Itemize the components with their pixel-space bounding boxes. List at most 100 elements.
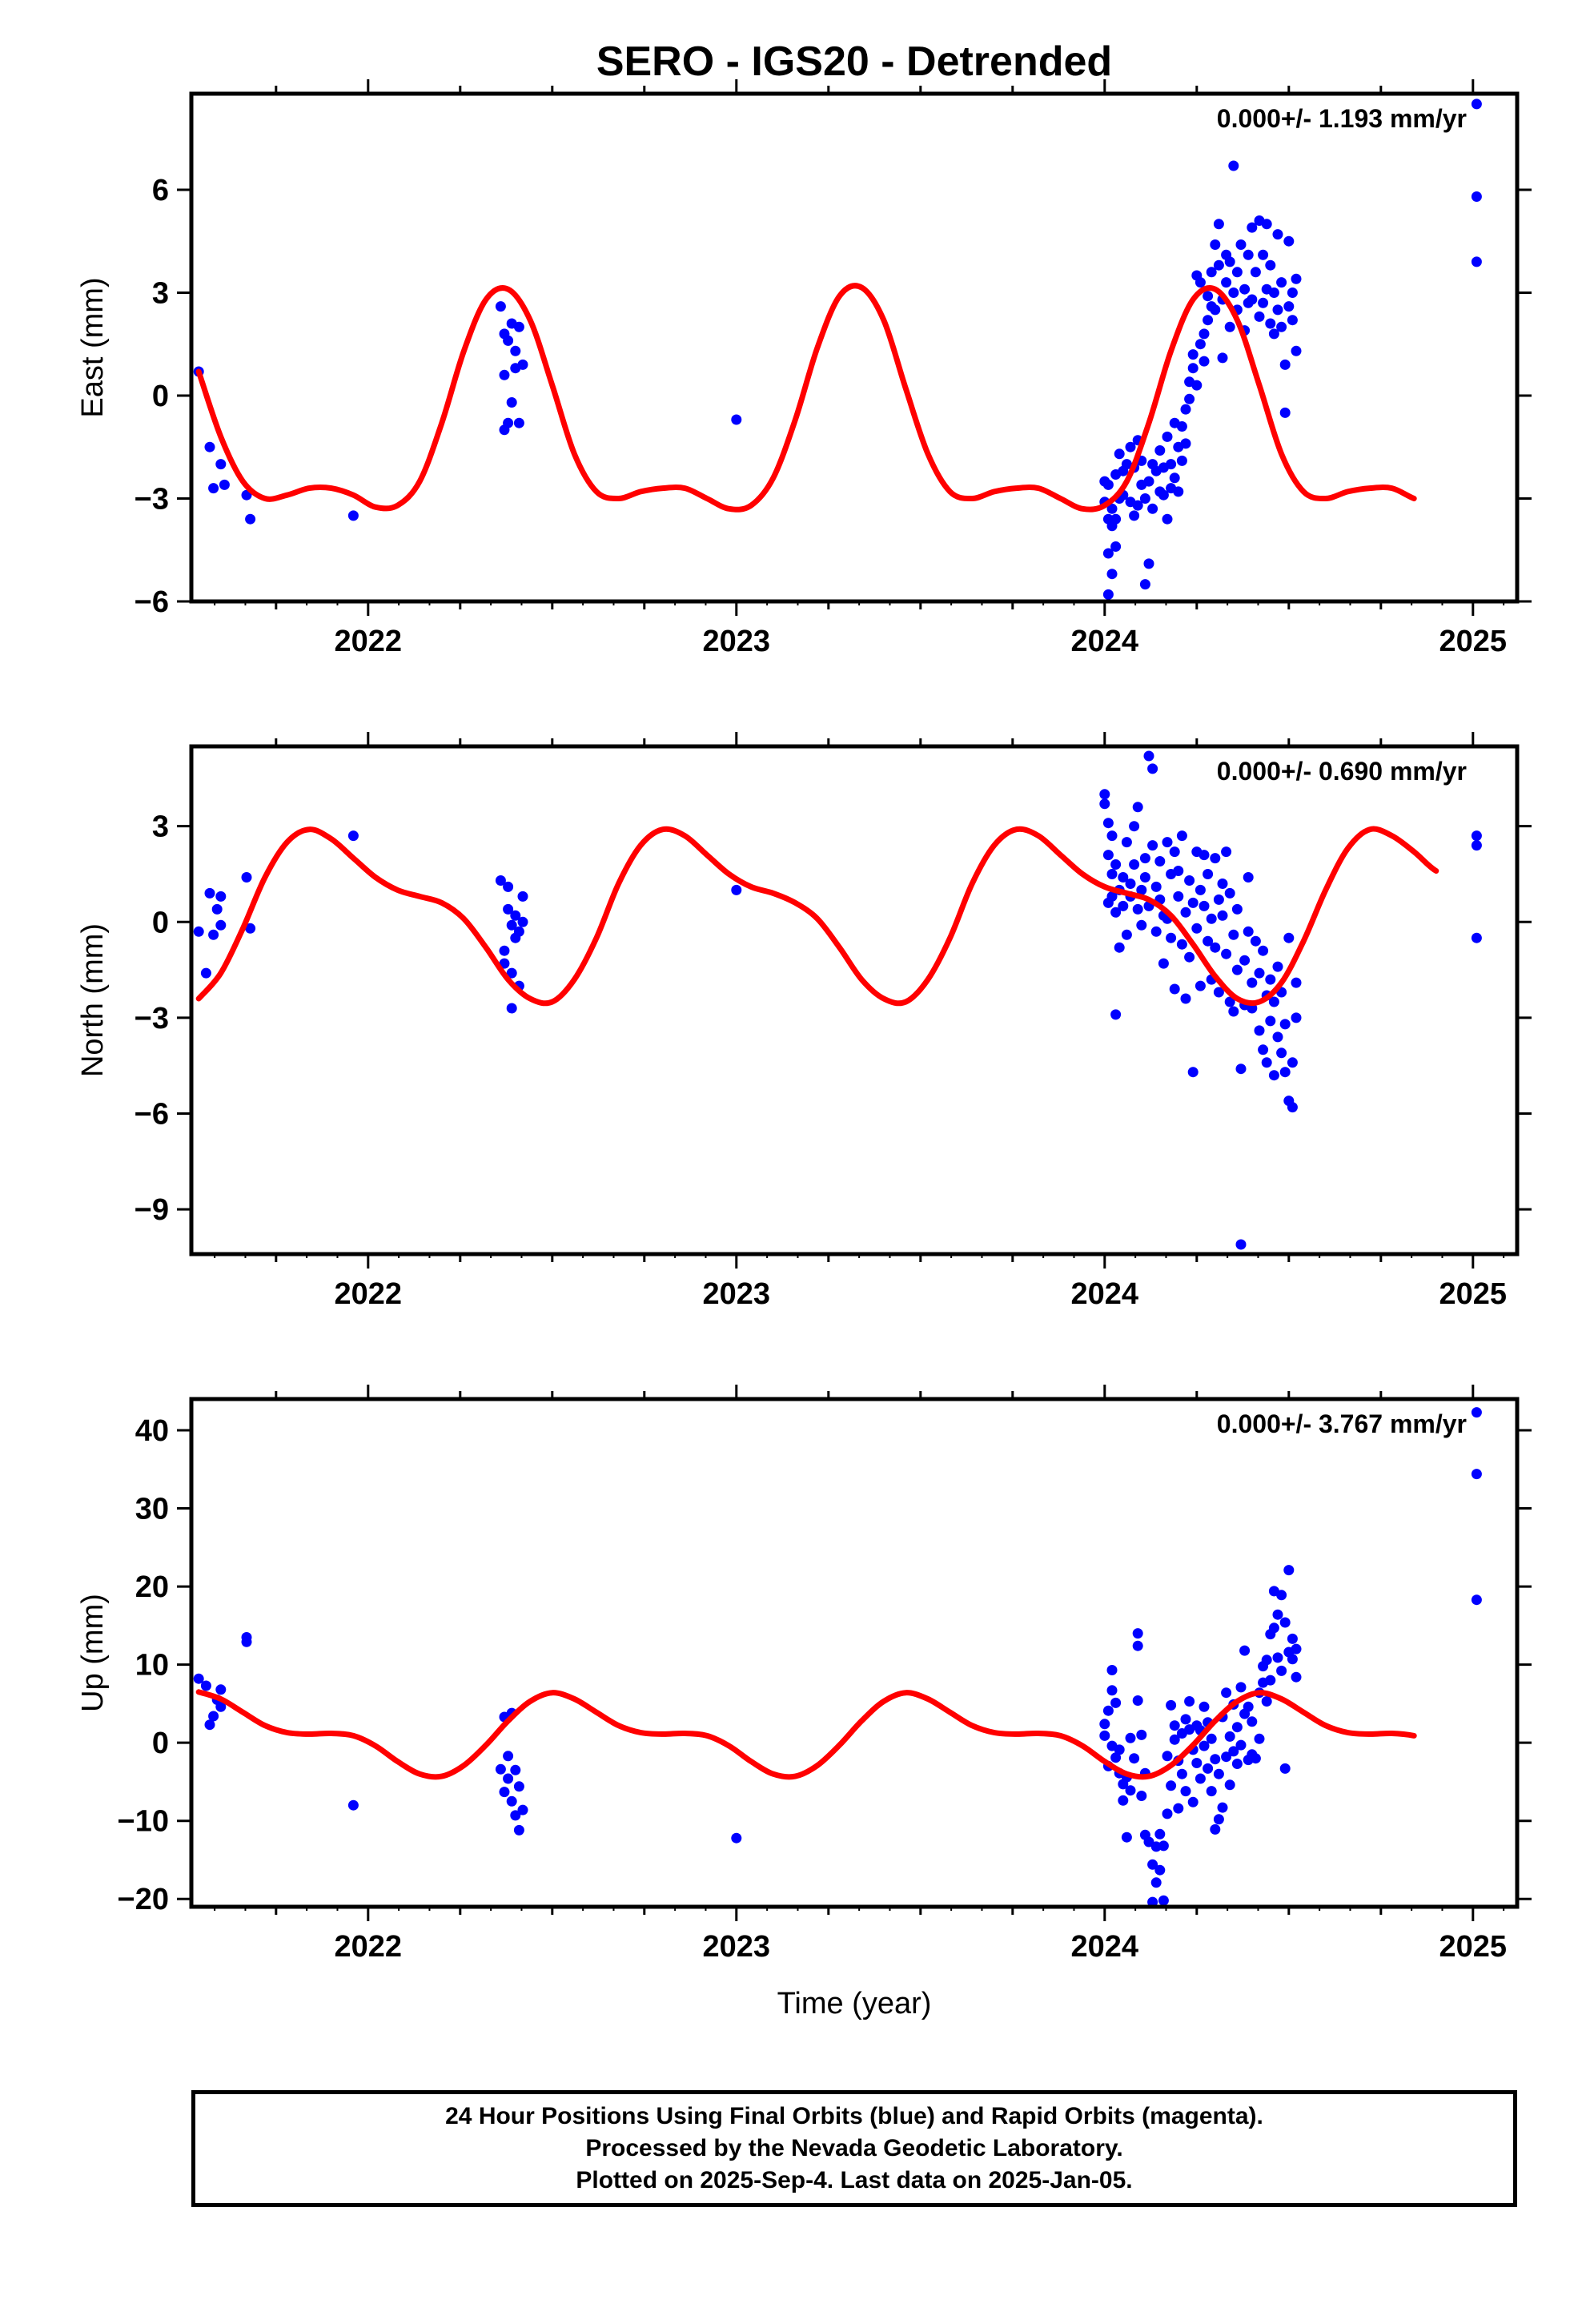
- data-point-east-122: [1283, 235, 1295, 247]
- y-tick-label-east: 3: [152, 276, 169, 310]
- data-point-up-64: [1173, 1803, 1184, 1814]
- y-tick-label-up: 30: [135, 1493, 169, 1526]
- data-point-east-119: [1276, 321, 1287, 332]
- data-point-north-61: [1158, 958, 1169, 969]
- y-tick-label-east: 0: [152, 380, 169, 413]
- data-point-up-23: [1099, 1719, 1110, 1730]
- data-point-north-33: [1110, 859, 1122, 870]
- data-point-north-28: [1102, 850, 1114, 861]
- data-point-north-1: [200, 967, 211, 979]
- data-point-north-75: [1184, 951, 1195, 963]
- data-point-up-83: [1210, 1754, 1221, 1765]
- data-point-north-127: [1283, 932, 1295, 943]
- data-point-up-40: [1129, 1753, 1140, 1764]
- data-point-north-102: [1235, 1063, 1247, 1075]
- data-point-north-10: [495, 875, 506, 886]
- data-point-north-80: [1195, 884, 1206, 895]
- data-point-north-47: [1132, 802, 1143, 813]
- data-point-north-41: [1121, 929, 1132, 940]
- y-tick-label-east: −3: [135, 482, 169, 516]
- data-point-north-59: [1154, 856, 1166, 866]
- data-point-up-49: [1147, 1859, 1158, 1870]
- y-tick-label-north: −6: [135, 1098, 169, 1132]
- plot-area-up: [193, 1407, 1482, 1907]
- data-point-up-69: [1184, 1696, 1195, 1707]
- data-point-east-33: [1110, 541, 1122, 552]
- data-point-north-111: [1254, 1025, 1265, 1036]
- data-point-east-16: [510, 345, 521, 356]
- data-point-east-74: [1191, 380, 1203, 391]
- data-point-north-122: [1272, 961, 1283, 972]
- data-point-east-115: [1268, 328, 1279, 340]
- data-point-north-32: [1106, 830, 1118, 842]
- data-point-up-91: [1224, 1731, 1235, 1742]
- data-point-up-81: [1206, 1786, 1217, 1797]
- data-point-east-105: [1250, 267, 1261, 278]
- data-point-up-77: [1199, 1701, 1210, 1712]
- data-point-north-103: [1235, 1239, 1247, 1250]
- data-point-up-44: [1136, 1729, 1147, 1740]
- rate-label-east: 0.000+/- 1.193 mm/yr: [1217, 104, 1467, 133]
- data-point-east-117: [1272, 304, 1283, 316]
- data-point-north-79: [1191, 923, 1203, 934]
- data-point-east-83: [1206, 267, 1217, 278]
- data-point-east-98: [1235, 239, 1247, 250]
- model-curve-up: [195, 1689, 1417, 1780]
- data-point-up-116: [1272, 1609, 1283, 1620]
- y-tick-label-east: 6: [152, 174, 169, 207]
- data-point-east-4: [219, 479, 230, 490]
- data-point-up-85: [1213, 1814, 1224, 1825]
- data-point-up-3: [208, 1711, 219, 1722]
- x-tick-label-north: 2023: [703, 1277, 771, 1311]
- data-point-up-94: [1228, 1746, 1239, 1757]
- data-point-up-37: [1121, 1831, 1132, 1843]
- data-point-east-84: [1210, 304, 1221, 316]
- y-tick-label-east: −6: [135, 585, 169, 619]
- data-point-north-68: [1173, 891, 1184, 902]
- data-point-north-70: [1176, 939, 1187, 950]
- data-point-east-113: [1265, 259, 1276, 271]
- data-point-east-128: [1471, 99, 1482, 110]
- data-point-up-110: [1261, 1655, 1272, 1666]
- data-point-east-10: [499, 369, 510, 380]
- data-point-up-118: [1276, 1590, 1287, 1601]
- data-point-north-66: [1169, 846, 1180, 858]
- data-point-north-133: [1471, 830, 1482, 842]
- data-point-north-7: [241, 872, 252, 883]
- data-point-up-97: [1235, 1739, 1247, 1751]
- data-point-east-61: [1166, 459, 1177, 470]
- data-point-up-75: [1195, 1773, 1206, 1784]
- data-point-east-65: [1173, 486, 1184, 497]
- data-point-up-30: [1110, 1697, 1122, 1708]
- data-point-up-122: [1283, 1565, 1295, 1576]
- data-point-north-57: [1150, 881, 1162, 892]
- data-point-north-73: [1180, 993, 1191, 1004]
- y-tick-label-up: −20: [118, 1883, 169, 1916]
- data-point-east-96: [1231, 267, 1243, 278]
- data-point-up-43: [1132, 1640, 1143, 1651]
- data-point-east-59: [1162, 431, 1173, 442]
- data-point-up-39: [1125, 1732, 1136, 1743]
- data-point-up-95: [1231, 1722, 1243, 1733]
- data-point-north-55: [1147, 840, 1158, 851]
- data-point-east-2: [208, 483, 219, 494]
- data-point-east-47: [1139, 493, 1150, 504]
- data-point-north-56: [1150, 926, 1162, 937]
- data-point-north-121: [1272, 1031, 1283, 1043]
- data-point-north-54: [1147, 763, 1158, 774]
- data-point-up-59: [1166, 1699, 1177, 1711]
- data-point-east-66: [1176, 421, 1187, 432]
- panel-north: 2022 2023 2024 2025 −9 −6 −3 0 3 North (mm) 0.000+…: [76, 732, 1532, 1311]
- data-point-up-107: [1254, 1733, 1265, 1744]
- data-point-east-40: [1125, 441, 1136, 452]
- data-point-north-5: [215, 891, 227, 902]
- data-point-east-73: [1187, 349, 1199, 360]
- data-point-east-76: [1195, 339, 1206, 350]
- data-point-east-8: [495, 301, 506, 312]
- data-point-north-18: [510, 910, 521, 921]
- series-north-0: [193, 750, 1482, 1250]
- data-point-north-44: [1129, 821, 1140, 832]
- data-point-north-76: [1187, 897, 1199, 908]
- data-point-north-90: [1213, 894, 1224, 905]
- x-tick-label-up: 2023: [703, 1930, 771, 1964]
